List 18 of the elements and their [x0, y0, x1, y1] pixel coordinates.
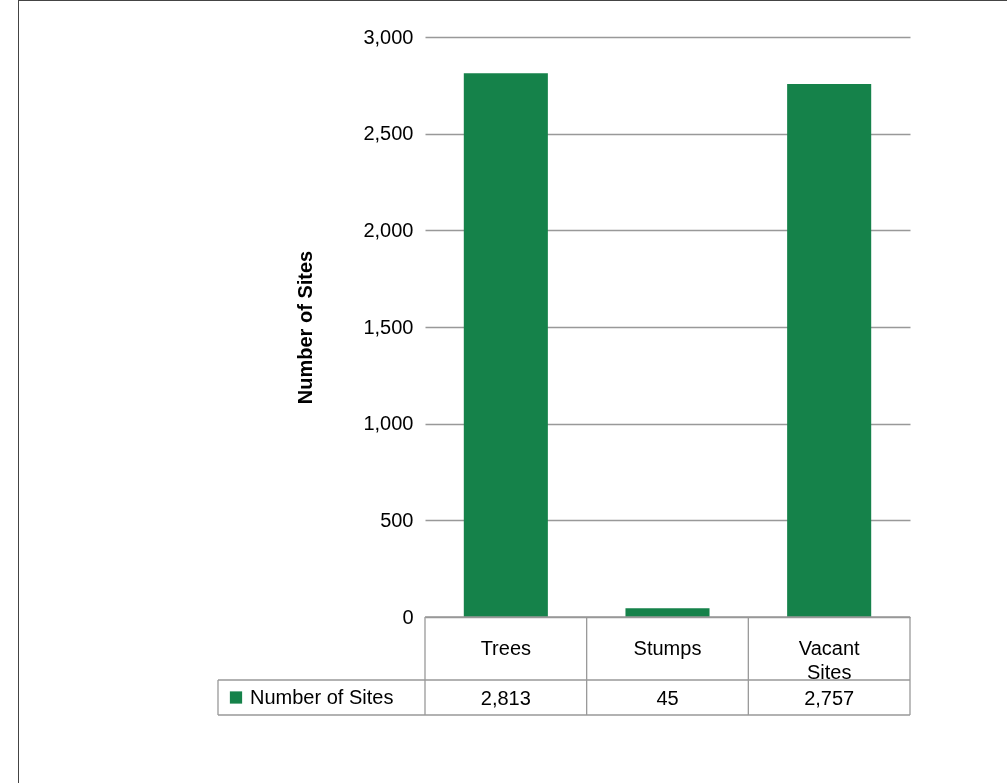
x-tick-label: Vacant Sites: [798, 637, 860, 683]
y-tick-label: 2,500: [363, 122, 414, 145]
bar: [625, 608, 710, 617]
x-tick-label: Trees: [480, 637, 532, 659]
y-tick-label: 500: [380, 508, 414, 531]
y-tick-label: 1,000: [363, 412, 414, 435]
x-tick-label: Stumps: [633, 637, 702, 659]
y-tick-label: 2,000: [363, 218, 414, 241]
bar: [463, 73, 548, 617]
data-label: 2,813: [480, 686, 531, 709]
y-tick-label: 1,500: [363, 315, 414, 338]
y-tick-label: 0: [402, 605, 414, 628]
y-axis-title: Number of Sites: [293, 250, 316, 405]
legend-label: Number of Sites: [250, 685, 394, 708]
data-label: 2,757: [804, 686, 855, 709]
data-label: 45: [656, 686, 679, 709]
y-tick-label: 3,000: [363, 25, 414, 48]
bar: [787, 83, 872, 617]
